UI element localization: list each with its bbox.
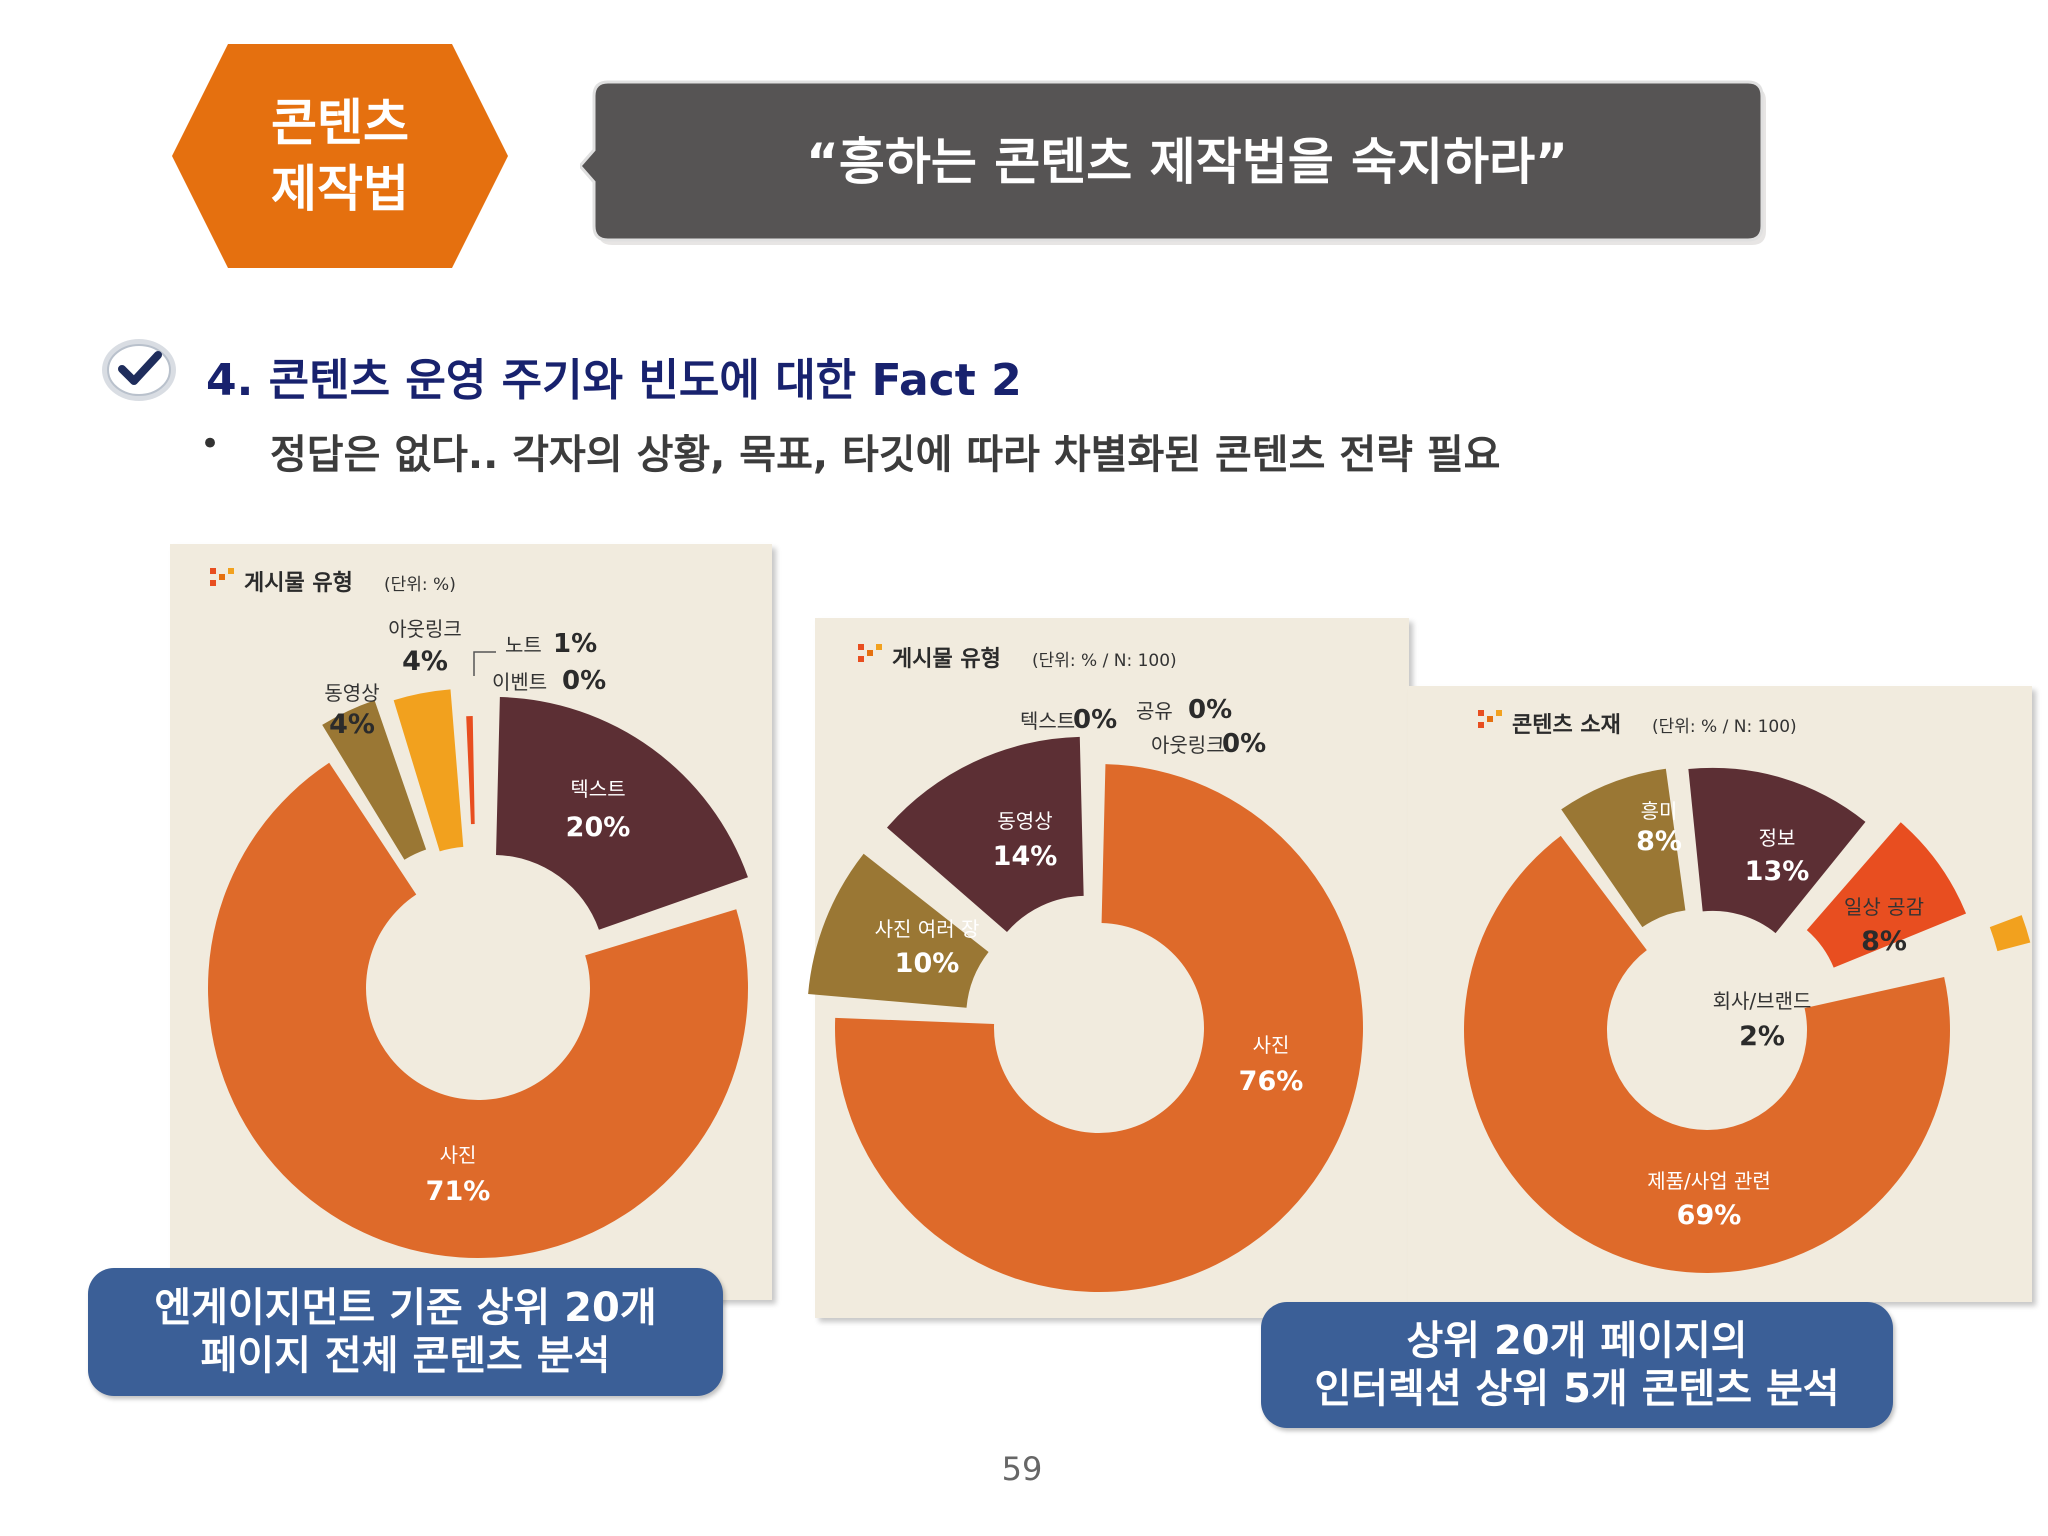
chart-3-value-4: 2%	[1739, 1021, 1785, 1052]
chart-1-label-5: 동영상	[324, 681, 379, 705]
chart-2-label-3: 텍스트	[1020, 709, 1075, 733]
chart-1-label-4: 아웃링크	[388, 617, 462, 641]
title-icon-dot	[858, 644, 864, 650]
note-right: 상위 20개 페이지의 인터렉션 상위 5개 콘텐츠 분석	[1261, 1302, 1893, 1428]
chart-2-value-1: 10%	[895, 948, 960, 979]
chart-3-subtitle: (단위: % / N: 100)	[1652, 717, 1797, 737]
chart-1-title-icon	[210, 568, 234, 586]
quote-text: “흥하는 콘텐츠 제작법을 숙지하라”	[806, 133, 1568, 191]
check-icon	[102, 339, 176, 401]
chart-3-label-4: 회사/브랜드	[1713, 989, 1812, 1013]
chart-1-value-0: 71%	[426, 1176, 491, 1207]
page-number: 59	[1001, 1450, 1043, 1488]
chart-1-value-4: 4%	[402, 646, 448, 677]
bullet-marker: •	[200, 424, 221, 464]
chart-1-slice-1	[496, 697, 748, 930]
chart-2-value-3: 0%	[1073, 705, 1117, 735]
chart-3-value-0: 69%	[1677, 1200, 1742, 1231]
chart-2-label-1: 사진 여러 장	[875, 917, 980, 941]
chart-3-title-icon	[1478, 710, 1502, 728]
chart-2-label-4: 공유	[1136, 699, 1173, 723]
chart-2-value-5: 0%	[1222, 729, 1266, 759]
section-title: 4. 콘텐츠 운영 주기와 빈도에 대한 Fact 2	[206, 355, 1022, 406]
note-left: 엔게이지먼트 기준 상위 20개 페이지 전체 콘텐츠 분석	[88, 1268, 723, 1396]
title-icon-dot	[1478, 722, 1484, 728]
chart-3-label-0: 제품/사업 관련	[1647, 1169, 1771, 1193]
chart-3-slice-3	[1806, 822, 1967, 968]
title-icon-dot	[228, 568, 234, 574]
chart-3-slice-0	[1464, 835, 1951, 1273]
note-right-line-1: 상위 20개 페이지의	[1406, 1318, 1748, 1364]
chart-1-value-5: 4%	[329, 709, 375, 740]
title-icon-dot	[219, 574, 225, 580]
chart-1-slice-0	[208, 762, 748, 1258]
section-badge-label: 콘텐츠 제작법	[170, 90, 510, 222]
chart-2-label-0: 사진	[1253, 1033, 1290, 1057]
chart-2-subtitle: (단위: % / N: 100)	[1032, 651, 1177, 671]
chart-3-value-1: 8%	[1636, 826, 1682, 857]
chart-1-leader-line	[473, 651, 496, 676]
quote-bubble	[580, 80, 1766, 245]
chart-3-slice-1	[1561, 768, 1686, 928]
chart-1-subtitle: (단위: %)	[384, 575, 456, 595]
chart-2-value-4: 0%	[1188, 695, 1232, 725]
chart-2-title-icon	[858, 644, 882, 662]
chart-3-label-2: 정보	[1759, 826, 1796, 850]
chart-2-slice-1	[808, 853, 989, 1008]
chart-1-slice-5	[322, 700, 427, 860]
chart-1-value-2: 1%	[553, 629, 597, 659]
badge-line-2: 제작법	[271, 160, 409, 218]
title-icon-dot	[858, 656, 864, 662]
chart-1-label-1: 텍스트	[570, 777, 625, 801]
chart-1-title: 게시물 유형	[244, 571, 353, 596]
chart-3-title: 콘텐츠 소재	[1512, 713, 1621, 738]
chart-3-label-1: 흥미	[1641, 799, 1678, 823]
chart-2-value-0: 76%	[1239, 1066, 1304, 1097]
title-icon-dot	[876, 644, 882, 650]
chart-3-slice-4	[1989, 915, 2031, 952]
title-icon-dot	[1478, 710, 1484, 716]
chart-3-slice-2	[1688, 767, 1866, 934]
chart-1-slice-2	[466, 716, 475, 825]
chart-1-label-2: 노트	[505, 633, 542, 657]
chart-2-slice-0	[835, 764, 1364, 1292]
chart-3-value-2: 13%	[1745, 856, 1810, 887]
chart-1-label-0: 사진	[440, 1143, 477, 1167]
note-left-line-2: 페이지 전체 콘텐츠 분석	[200, 1333, 611, 1379]
note-right-line-2: 인터렉션 상위 5개 콘텐츠 분석	[1314, 1366, 1840, 1412]
chart-1-slice-4	[393, 689, 464, 852]
chart-3-value-3: 8%	[1861, 926, 1907, 957]
chart-2-label-5: 아웃링크	[1151, 733, 1225, 757]
chart-3-label-3: 일상 공감	[1844, 895, 1924, 919]
title-icon-dot	[210, 568, 216, 574]
chart-2-title: 게시물 유형	[892, 647, 1001, 672]
title-icon-dot	[1487, 716, 1493, 722]
bullet-text: 정답은 없다.. 각자의 상황, 목표, 타깃에 따라 차별화된 콘텐츠 전략 …	[270, 432, 1501, 478]
chart-1-label-3: 이벤트	[492, 670, 547, 694]
title-icon-dot	[210, 580, 216, 586]
badge-line-1: 콘텐츠	[271, 94, 409, 152]
chart-2-slice-2	[886, 736, 1084, 932]
chart-1-value-1: 20%	[566, 812, 631, 843]
chart-2-label-2: 동영상	[997, 809, 1052, 833]
title-icon-dot	[1496, 710, 1502, 716]
chart-1-value-3: 0%	[562, 666, 606, 696]
title-icon-dot	[867, 650, 873, 656]
chart-2-value-2: 14%	[993, 841, 1058, 872]
note-left-line-1: 엔게이지먼트 기준 상위 20개	[154, 1285, 657, 1331]
section-badge	[172, 44, 508, 268]
